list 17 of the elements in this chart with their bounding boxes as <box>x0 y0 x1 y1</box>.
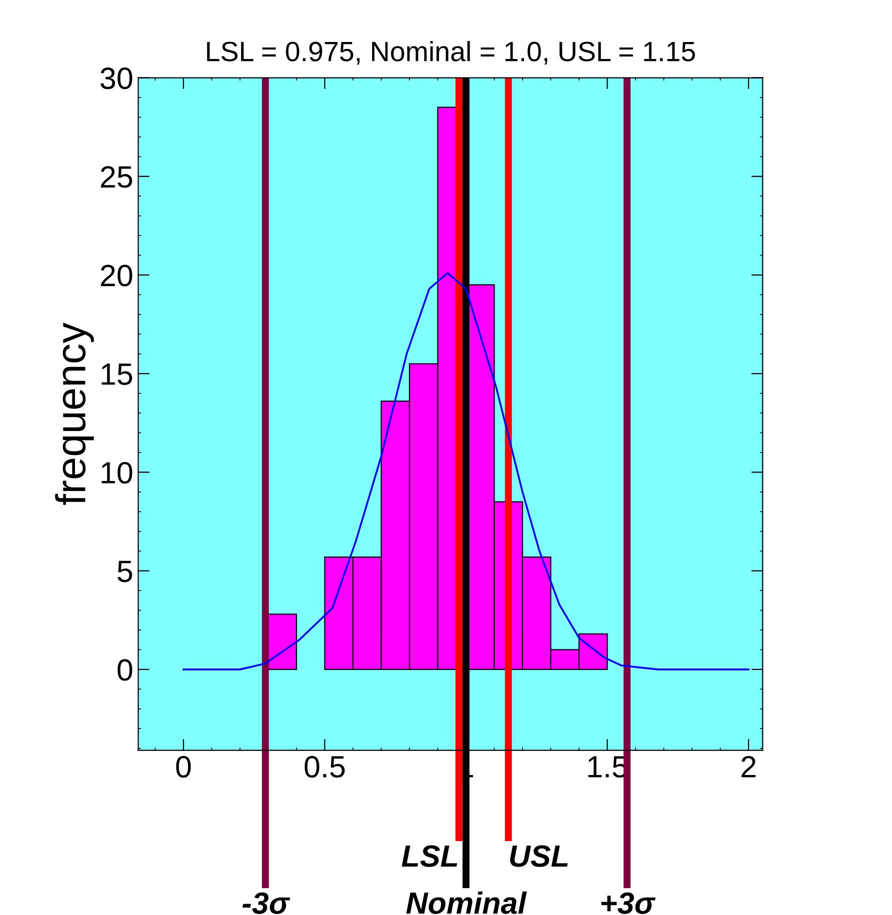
y-tick-label: 10 <box>102 462 132 484</box>
ref-line-label: LSL <box>402 845 458 867</box>
chart-title: LSL = 0.975, Nominal = 1.0, USL = 1.15 <box>207 40 695 65</box>
y-axis-title: frequency <box>55 322 94 505</box>
ref-line-label: USL <box>510 845 568 867</box>
y-tick-label: 30 <box>100 68 132 90</box>
y-tick-label: 15 <box>102 364 132 385</box>
y-tick-label: 5 <box>118 560 132 582</box>
ref-line-label: Nominal <box>406 892 527 914</box>
ref-line-label: -3σ <box>242 892 290 914</box>
y-tick-label: 20 <box>100 264 132 286</box>
ref-line-label: +3σ <box>601 892 656 914</box>
x-tick-label: 0.5 <box>304 756 345 778</box>
x-tick-label: 2 <box>742 756 756 778</box>
y-tick-label: 25 <box>100 166 132 188</box>
x-tick-label: 0 <box>176 756 191 778</box>
y-tick-label: 0 <box>118 659 132 681</box>
